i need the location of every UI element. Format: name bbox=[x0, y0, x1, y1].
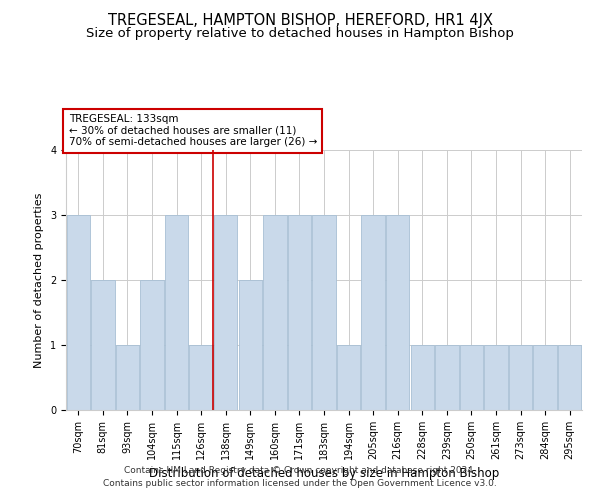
Bar bbox=[460, 345, 483, 410]
Bar bbox=[288, 215, 311, 410]
Bar bbox=[361, 215, 385, 410]
Bar bbox=[558, 345, 581, 410]
Bar bbox=[313, 215, 335, 410]
Bar bbox=[239, 280, 262, 410]
Text: TREGESEAL, HAMPTON BISHOP, HEREFORD, HR1 4JX: TREGESEAL, HAMPTON BISHOP, HEREFORD, HR1… bbox=[107, 12, 493, 28]
Text: TREGESEAL: 133sqm
← 30% of detached houses are smaller (11)
70% of semi-detached: TREGESEAL: 133sqm ← 30% of detached hous… bbox=[68, 114, 317, 148]
Bar bbox=[263, 215, 287, 410]
Bar bbox=[509, 345, 532, 410]
Bar bbox=[410, 345, 434, 410]
Bar bbox=[214, 215, 238, 410]
Bar bbox=[435, 345, 458, 410]
Bar bbox=[67, 215, 90, 410]
Bar bbox=[533, 345, 557, 410]
Bar bbox=[140, 280, 164, 410]
Bar bbox=[190, 345, 213, 410]
Bar bbox=[165, 215, 188, 410]
Bar bbox=[116, 345, 139, 410]
Text: Size of property relative to detached houses in Hampton Bishop: Size of property relative to detached ho… bbox=[86, 28, 514, 40]
Text: Contains HM Land Registry data © Crown copyright and database right 2024.
Contai: Contains HM Land Registry data © Crown c… bbox=[103, 466, 497, 487]
Y-axis label: Number of detached properties: Number of detached properties bbox=[34, 192, 44, 368]
Bar bbox=[386, 215, 409, 410]
Bar bbox=[91, 280, 115, 410]
Bar bbox=[484, 345, 508, 410]
Bar bbox=[337, 345, 360, 410]
X-axis label: Distribution of detached houses by size in Hampton Bishop: Distribution of detached houses by size … bbox=[149, 468, 499, 480]
